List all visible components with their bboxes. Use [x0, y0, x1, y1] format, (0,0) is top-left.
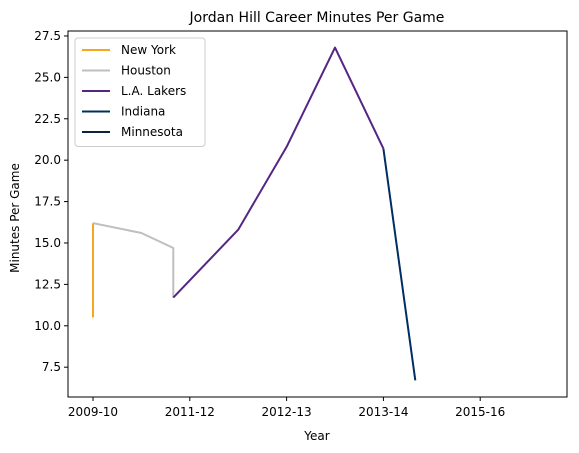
y-tick-label: 12.5 [34, 277, 61, 291]
series-line-l-a-lakers [172, 46, 385, 299]
legend-box [74, 37, 206, 147]
y-tick-label: 10.0 [34, 319, 61, 333]
y-tick-label: 22.5 [34, 112, 61, 126]
series-line-houston [92, 222, 175, 298]
x-tick-label: 2009-10 [68, 405, 118, 419]
series-line-indiana [382, 148, 417, 381]
y-tick-label: 20.0 [34, 153, 61, 167]
legend-label: New York [121, 43, 176, 57]
legend-label: L.A. Lakers [121, 84, 186, 98]
legend: New York Houston L.A. Lakers Indiana Minneso… [74, 37, 206, 147]
y-tick-label: 17.5 [34, 195, 61, 209]
legend-label: Minnesota [121, 125, 183, 139]
x-tick-label: 2015-16 [455, 405, 505, 419]
x-axis-label: Year [303, 429, 329, 443]
x-tick-label: 2011-12 [165, 405, 215, 419]
y-axis-label: Minutes Per Game [8, 163, 22, 273]
y-tick-label: 25.0 [34, 70, 61, 84]
y-tick-label: 27.5 [34, 29, 61, 43]
chart-title: Jordan Hill Career Minutes Per Game [189, 10, 445, 26]
plot-area: 7.5 10.0 12.5 15.0 17.5 20.0 22.5 25.0 27.5 2009-… [34, 29, 568, 419]
x-tick-label: 2012-13 [262, 405, 312, 419]
y-tick-label: 7.5 [42, 360, 61, 374]
legend-label: Houston [121, 64, 171, 78]
x-tick-label: 2013-14 [358, 405, 408, 419]
plot-frame [67, 30, 568, 398]
legend-label: Indiana [121, 105, 165, 119]
y-tick-label: 15.0 [34, 236, 61, 250]
